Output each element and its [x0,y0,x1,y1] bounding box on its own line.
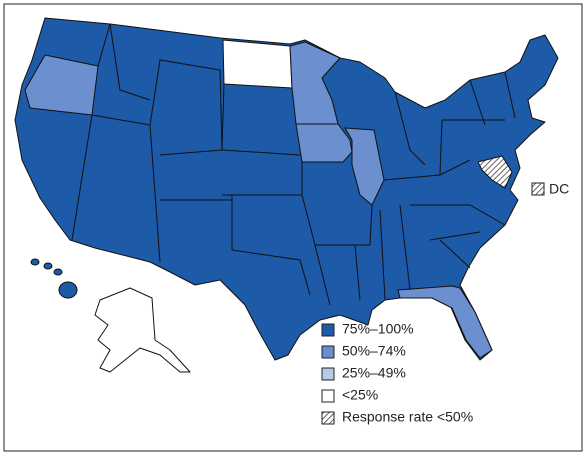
legend-swatch [321,367,335,381]
legend-swatch [321,323,335,337]
legend: 75%–100% 50%–74% 25%–49% <25% Response rate … [321,321,473,425]
state-borders [71,23,516,306]
state-medium [397,285,493,359]
state-medium [24,54,99,116]
legend-label: 25%–49% [342,365,406,381]
legend-swatch [321,411,335,425]
state-hatched [477,155,513,189]
legend-label: Response rate <50% [342,409,473,425]
legend-label: 75%–100% [342,321,414,337]
legend-label: 50%–74% [342,343,406,359]
legend-swatch [321,389,335,403]
state-white [222,39,293,89]
contiguous-us [14,17,559,361]
state-medium [344,127,385,206]
legend-swatch [321,345,335,359]
map [14,17,559,373]
state-medium [289,41,341,125]
dc-swatch [531,182,545,196]
hawaii [30,258,78,299]
legend-label: <25% [342,387,378,403]
dc-label: DC [549,181,569,197]
alaska [94,287,191,373]
